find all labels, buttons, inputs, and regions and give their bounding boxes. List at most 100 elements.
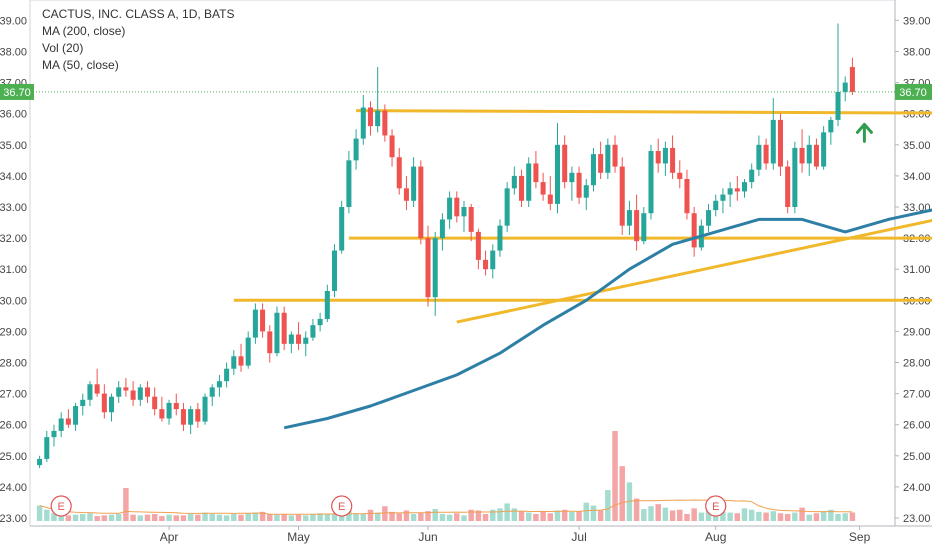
volume-bar xyxy=(525,512,532,521)
candle-body xyxy=(439,219,445,239)
y-tick-label-left: 27.00 xyxy=(0,389,27,401)
candle-body xyxy=(792,147,798,207)
volume-bar xyxy=(58,514,64,521)
candle-body xyxy=(432,238,438,298)
volume-bar xyxy=(295,514,302,521)
y-tick-label-right: 28.00 xyxy=(903,358,931,370)
y-tick-label-left: 31.00 xyxy=(0,264,27,276)
candle-body xyxy=(274,312,280,354)
volume-bar xyxy=(518,511,525,521)
chart-title[interactable]: CACTUS, INC. CLASS A, 1D, BATS xyxy=(42,7,235,21)
candle-body xyxy=(173,402,179,410)
volume-bar xyxy=(547,513,554,521)
candle-body xyxy=(828,119,834,133)
volume-bar xyxy=(72,514,79,521)
volume-bar xyxy=(166,514,172,521)
volume-bar xyxy=(425,511,431,521)
volume-bar xyxy=(180,515,187,521)
candle-body xyxy=(324,290,330,319)
candle-body xyxy=(849,67,855,92)
candle-body xyxy=(619,166,625,226)
earnings-label: E xyxy=(58,501,65,513)
candle-body xyxy=(504,188,510,226)
legend-volume[interactable]: Vol (20) xyxy=(42,41,84,55)
candle-body xyxy=(252,309,258,338)
candle-body xyxy=(806,144,812,164)
y-tick-label-left: 34.00 xyxy=(0,171,27,183)
candle-body xyxy=(159,409,165,419)
candle-body xyxy=(770,119,776,164)
volume-bar xyxy=(770,511,777,521)
volume-bar xyxy=(763,512,769,521)
candle-body xyxy=(756,144,762,170)
last-price-tag-left xyxy=(0,83,34,100)
volume-bar xyxy=(317,513,323,521)
candle-body xyxy=(598,154,604,173)
candle-body xyxy=(454,197,460,217)
candle-body xyxy=(763,144,769,164)
volume-bar xyxy=(360,513,367,521)
volume-bar xyxy=(231,513,237,521)
volume-bar xyxy=(94,516,100,521)
candle-body xyxy=(741,182,748,192)
volume-bar xyxy=(605,490,611,521)
candle-body xyxy=(396,157,402,189)
y-tick-label-right: 38.00 xyxy=(903,47,931,59)
candle-body xyxy=(331,250,338,291)
volume-bar xyxy=(612,431,618,521)
volume-bar xyxy=(569,511,575,521)
candle-body xyxy=(497,225,503,251)
volume-bar xyxy=(367,509,374,521)
volume-bar xyxy=(597,510,604,521)
volume-bar xyxy=(115,513,122,521)
candle-body xyxy=(303,337,309,344)
volume-bar xyxy=(123,487,129,521)
legend-ma50[interactable]: MA (50, close) xyxy=(42,58,119,72)
volume-bar xyxy=(173,515,179,521)
volume-bar xyxy=(633,498,640,521)
candle-body xyxy=(51,430,57,438)
candle-body xyxy=(425,238,431,298)
candle-body xyxy=(684,179,690,214)
candle-body xyxy=(655,151,661,164)
plot-area xyxy=(29,0,896,527)
ma50-line xyxy=(283,208,932,430)
volume-bar xyxy=(468,509,474,521)
volume-bar xyxy=(727,512,733,521)
candle-body xyxy=(353,138,359,161)
volume-bar xyxy=(108,514,115,521)
volume-bar xyxy=(396,513,402,521)
legend-ma200[interactable]: MA (200, close) xyxy=(42,24,126,38)
volume-bar xyxy=(137,515,144,521)
y-tick-label-left: 32.00 xyxy=(0,233,27,245)
volume-bar xyxy=(410,513,417,521)
candle-body xyxy=(526,163,532,201)
volume-bar xyxy=(511,508,518,521)
candle-body xyxy=(360,107,366,139)
y-tick-label-right: 24.00 xyxy=(903,482,931,494)
volume-bar xyxy=(504,503,510,521)
candle-body xyxy=(490,250,496,270)
volume-bar xyxy=(720,511,726,521)
volume-bar xyxy=(310,513,316,521)
volume-bar xyxy=(202,512,208,521)
candle-body xyxy=(483,259,489,270)
volume-bar xyxy=(554,510,561,521)
candle-body xyxy=(799,147,805,164)
volume-bar xyxy=(403,510,410,521)
candle-body xyxy=(382,110,388,136)
volume-bar xyxy=(389,511,395,521)
candle-body xyxy=(713,200,719,211)
candle-body xyxy=(727,188,733,195)
candle-body xyxy=(346,160,352,207)
volume-bar xyxy=(806,514,812,521)
candle-body xyxy=(418,166,424,239)
volume-bar xyxy=(705,509,712,521)
candle-body xyxy=(94,384,100,394)
volume-bar xyxy=(748,509,755,521)
candle-body xyxy=(260,309,266,332)
chart-legend: CACTUS, INC. CLASS A, 1D, BATS MA (200, … xyxy=(42,6,235,74)
candle-body xyxy=(691,213,697,248)
